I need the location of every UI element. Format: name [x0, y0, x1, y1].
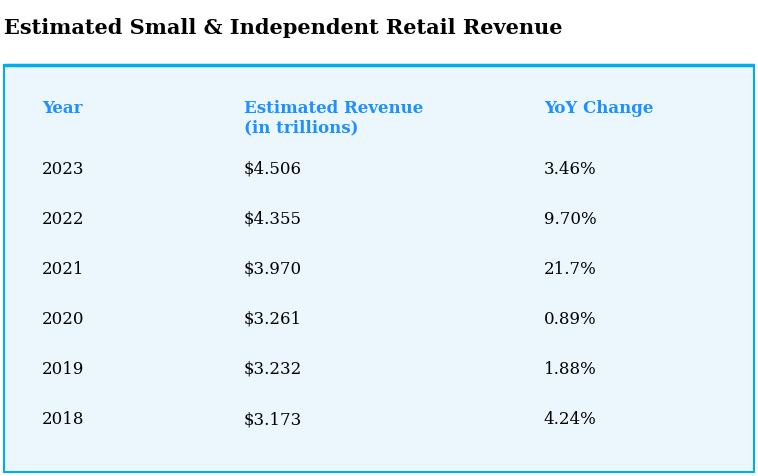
Text: 2019: 2019 [42, 361, 84, 378]
Text: Estimated Small & Independent Retail Revenue: Estimated Small & Independent Retail Rev… [4, 18, 562, 38]
Text: 1.88%: 1.88% [544, 361, 597, 378]
Text: Year: Year [42, 100, 82, 117]
Text: 9.70%: 9.70% [544, 211, 597, 228]
Text: Estimated Revenue
(in trillions): Estimated Revenue (in trillions) [244, 100, 423, 137]
Text: 3.46%: 3.46% [544, 161, 597, 178]
Text: $3.261: $3.261 [244, 311, 302, 328]
Text: 21.7%: 21.7% [544, 261, 597, 278]
Text: 2023: 2023 [42, 161, 84, 178]
Text: 2018: 2018 [42, 411, 84, 428]
Text: $3.970: $3.970 [244, 261, 302, 278]
Text: $4.506: $4.506 [244, 161, 302, 178]
Text: 2020: 2020 [42, 311, 84, 328]
Text: $3.232: $3.232 [244, 361, 302, 378]
Text: 4.24%: 4.24% [544, 411, 597, 428]
Text: 2022: 2022 [42, 211, 84, 228]
Text: YoY Change: YoY Change [544, 100, 653, 117]
Text: 0.89%: 0.89% [544, 311, 597, 328]
FancyBboxPatch shape [4, 65, 754, 472]
Text: 2021: 2021 [42, 261, 84, 278]
Text: $3.173: $3.173 [244, 411, 302, 428]
Text: $4.355: $4.355 [244, 211, 302, 228]
